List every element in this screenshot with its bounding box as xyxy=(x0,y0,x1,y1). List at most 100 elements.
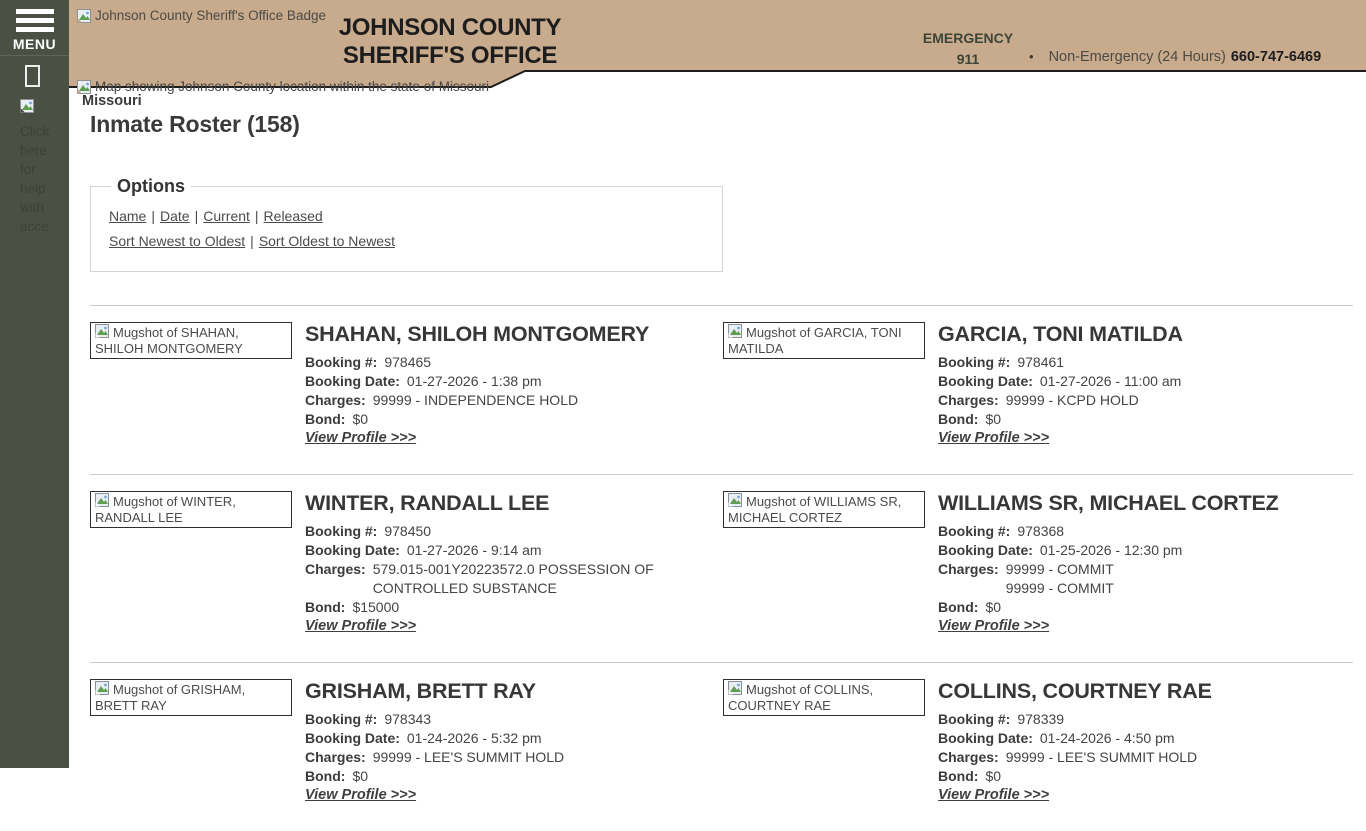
menu-button[interactable]: MENU xyxy=(0,0,69,56)
header-banner-shape xyxy=(69,0,1366,88)
view-profile-link[interactable]: View Profile >>> xyxy=(938,787,1050,803)
booking-date-line: Booking Date: 01-27-2026 - 11:00 am xyxy=(938,372,1343,391)
sheriff-badge-broken-image: Johnson County Sheriff's Office Badge xyxy=(77,8,326,24)
bond-label: Bond: xyxy=(938,599,979,615)
link-separator: | xyxy=(151,208,155,224)
booking-date-value: 01-24-2026 - 5:32 pm xyxy=(406,730,542,746)
inmate-name: GRISHAM, BRETT RAY xyxy=(305,679,536,703)
view-profile-link[interactable]: View Profile >>> xyxy=(938,618,1050,634)
map-caption: Missouri xyxy=(82,93,142,109)
link-separator: | xyxy=(250,233,254,249)
booking-date-line: Booking Date: 01-24-2026 - 5:32 pm xyxy=(305,729,710,748)
inmate-details: SHAHAN, SHILOH MONTGOMERY Booking #: 978… xyxy=(305,322,710,447)
broken-image-icon xyxy=(77,9,91,23)
booking-date-line: Booking Date: 01-27-2026 - 1:38 pm xyxy=(305,372,710,391)
non-emergency-label: Non-Emergency (24 Hours) xyxy=(1048,49,1226,65)
booking-number-label: Booking #: xyxy=(305,354,378,370)
site-title: JOHNSON COUNTY SHERIFF'S OFFICE xyxy=(334,14,566,70)
emergency-number: 911 xyxy=(956,51,980,67)
booking-number-value: 978465 xyxy=(384,354,432,370)
roster-row: Mugshot of GRISHAM, BRETT RAY GRISHAM, B… xyxy=(90,662,1353,831)
inmate-card: Mugshot of WILLIAMS SR, MICHAEL CORTEZ W… xyxy=(723,491,1356,635)
filter-link-date[interactable]: Date xyxy=(160,208,190,224)
booking-date-value: 01-24-2026 - 4:50 pm xyxy=(1039,730,1175,746)
sort-link-sort-newest-to-oldest[interactable]: Sort Newest to Oldest xyxy=(109,233,246,249)
sidebar: MENU Click here for help with acce xyxy=(0,0,69,768)
broken-image-icon xyxy=(728,324,742,338)
booking-number-line: Booking #: 978461 xyxy=(938,353,1343,372)
roster-row: Mugshot of WINTER, RANDALL LEE WINTER, R… xyxy=(90,474,1353,662)
accessibility-help-widget[interactable]: Click here for help with acce xyxy=(0,99,69,236)
sort-link-sort-oldest-to-newest[interactable]: Sort Oldest to Newest xyxy=(258,233,395,249)
accessibility-help-word: with xyxy=(20,200,45,215)
charges-line: Charges: 579.015-001Y20223572.0 POSSESSI… xyxy=(305,560,710,598)
accessibility-help-word: here xyxy=(20,143,48,158)
charges-value: 579.015-001Y20223572.0 POSSESSION OF CONT… xyxy=(373,560,654,598)
booking-date-value: 01-25-2026 - 12:30 pm xyxy=(1039,542,1183,558)
bond-label: Bond: xyxy=(938,768,979,784)
mugshot-broken-image[interactable]: Mugshot of GRISHAM, BRETT RAY xyxy=(90,679,292,716)
emergency-contact: EMERGENCY 911 xyxy=(914,28,1022,70)
missing-glyph-icon xyxy=(25,65,40,87)
filter-link-current[interactable]: Current xyxy=(203,208,250,224)
charges-label: Charges: xyxy=(305,749,366,765)
booking-date-label: Booking Date: xyxy=(938,542,1033,558)
booking-number-label: Booking #: xyxy=(938,711,1011,727)
filter-link-released[interactable]: Released xyxy=(263,208,323,224)
mugshot-broken-image[interactable]: Mugshot of WILLIAMS SR, MICHAEL CORTEZ xyxy=(723,491,925,528)
charges-value: 99999 - COMMIT 99999 - COMMIT xyxy=(1006,560,1114,598)
booking-number-label: Booking #: xyxy=(938,354,1011,370)
site-header: Johnson County Sheriff's Office Badge JO… xyxy=(69,0,1366,110)
main-content: Inmate Roster (158) Options Name | Date | Cu… xyxy=(90,111,1353,831)
broken-image-icon xyxy=(77,80,91,94)
inmate-card: Mugshot of WINTER, RANDALL LEE WINTER, R… xyxy=(90,491,723,635)
mugshot-alt-text: Mugshot of WINTER, RANDALL LEE xyxy=(95,494,236,525)
mugshot-broken-image[interactable]: Mugshot of COLLINS, COURTNEY RAE xyxy=(723,679,925,716)
broken-image-icon xyxy=(95,493,109,507)
link-separator: | xyxy=(254,208,259,224)
county-map-broken-image: Map showing Johnson County location with… xyxy=(77,79,489,95)
inmate-details: GARCIA, TONI MATILDA Booking #: 978461 B… xyxy=(938,322,1343,447)
site-title-line1: JOHNSON COUNTY xyxy=(338,14,562,41)
emergency-label: EMERGENCY xyxy=(922,30,1014,46)
bond-line: Bond: $0 xyxy=(305,767,710,786)
booking-number-value: 978461 xyxy=(1017,354,1065,370)
view-profile-link[interactable]: View Profile >>> xyxy=(938,430,1050,446)
mugshot-broken-image[interactable]: Mugshot of SHAHAN, SHILOH MONTGOMERY xyxy=(90,322,292,359)
booking-date-line: Booking Date: 01-24-2026 - 4:50 pm xyxy=(938,729,1343,748)
mugshot-alt-text: Mugshot of COLLINS, COURTNEY RAE xyxy=(728,682,874,713)
options-panel: Options Name | Date | Current | Released Sort … xyxy=(90,176,723,272)
bullet-separator: • xyxy=(1029,49,1034,64)
bond-label: Bond: xyxy=(305,411,346,427)
site-title-line2: SHERIFF'S OFFICE xyxy=(342,42,558,69)
bond-value: $0 xyxy=(352,768,369,784)
mugshot-broken-image[interactable]: Mugshot of GARCIA, TONI MATILDA xyxy=(723,322,925,359)
view-profile-link[interactable]: View Profile >>> xyxy=(305,430,417,446)
filter-link-name[interactable]: Name xyxy=(109,208,147,224)
inmate-name: WINTER, RANDALL LEE xyxy=(305,491,550,515)
inmate-details: GRISHAM, BRETT RAY Booking #: 978343 Boo… xyxy=(305,679,710,804)
inmate-name: SHAHAN, SHILOH MONTGOMERY xyxy=(305,322,650,346)
booking-number-value: 978343 xyxy=(384,711,432,727)
booking-date-line: Booking Date: 01-27-2026 - 9:14 am xyxy=(305,541,710,560)
booking-date-label: Booking Date: xyxy=(938,373,1033,389)
mugshot-alt-text: Mugshot of GARCIA, TONI MATILDA xyxy=(728,325,902,356)
view-profile-link[interactable]: View Profile >>> xyxy=(305,787,417,803)
charge-line-text: 99999 - INDEPENDENCE HOLD xyxy=(372,392,579,408)
booking-date-line: Booking Date: 01-25-2026 - 12:30 pm xyxy=(938,541,1343,560)
booking-number-value: 978450 xyxy=(384,523,432,539)
charges-label: Charges: xyxy=(938,561,999,577)
mugshot-broken-image[interactable]: Mugshot of WINTER, RANDALL LEE xyxy=(90,491,292,528)
non-emergency-number: 660-747-6469 xyxy=(1230,49,1322,65)
view-profile-link[interactable]: View Profile >>> xyxy=(305,618,417,634)
accessibility-help-word: for xyxy=(20,162,36,177)
charges-label: Charges: xyxy=(305,392,366,408)
booking-number-line: Booking #: 978368 xyxy=(938,522,1343,541)
inmate-card: Mugshot of GRISHAM, BRETT RAY GRISHAM, B… xyxy=(90,679,723,804)
booking-date-label: Booking Date: xyxy=(305,730,400,746)
booking-number-label: Booking #: xyxy=(305,711,378,727)
broken-image-icon xyxy=(20,99,34,113)
booking-number-line: Booking #: 978339 xyxy=(938,710,1343,729)
mugshot-alt-text: Mugshot of GRISHAM, BRETT RAY xyxy=(95,682,246,713)
bond-line: Bond: $0 xyxy=(938,410,1343,429)
